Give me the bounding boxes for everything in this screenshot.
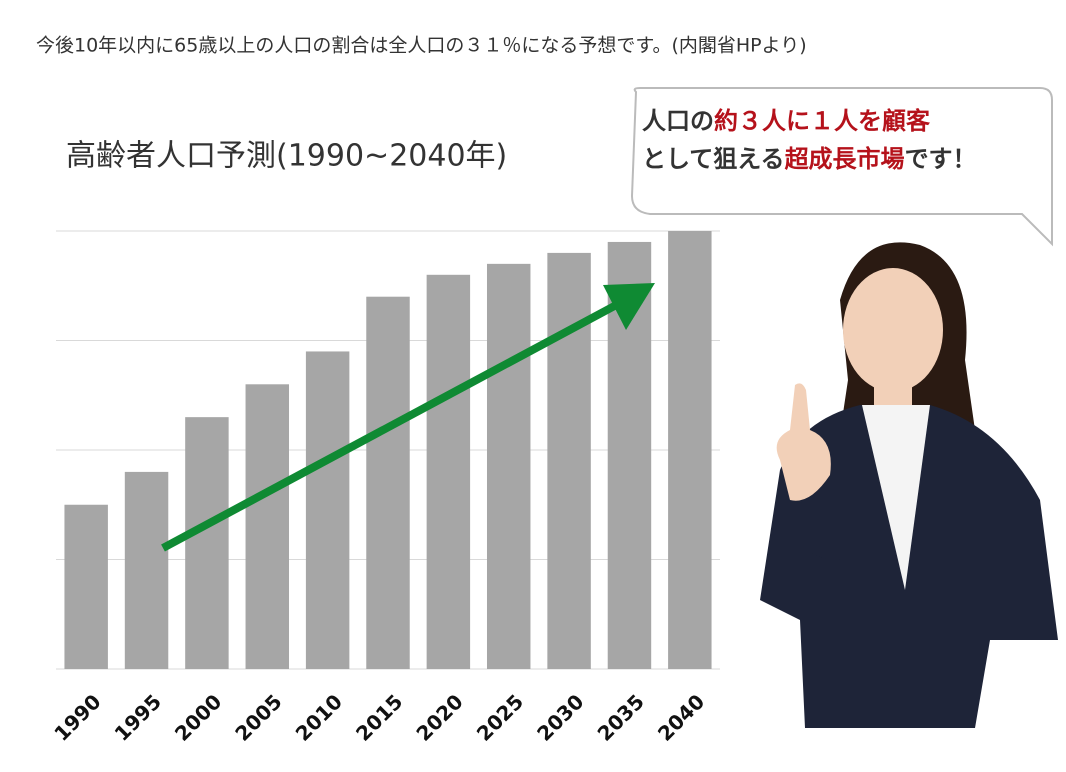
bar [668, 231, 712, 669]
suit [760, 405, 1058, 728]
callout-highlight: 超成長市場 [785, 145, 905, 173]
callout-text: 人口の [642, 107, 714, 135]
x-tick-label: 1990 [49, 689, 105, 745]
callout: 人口の約３人に１人を顧客 として狙える超成長市場です！ [630, 87, 1053, 247]
bar [245, 384, 290, 669]
callout-line: 人口の約３人に１人を顧客 [642, 107, 931, 135]
bar [305, 351, 350, 669]
arrow-shaft [161, 299, 622, 552]
callout-highlight: 約３人に１人を顧客 [714, 107, 931, 135]
trend-arrow [161, 283, 655, 552]
bar [64, 504, 108, 669]
x-tick-label: 2000 [170, 689, 226, 745]
x-tick-label: 2010 [291, 689, 347, 745]
bar [426, 274, 471, 669]
header: 今後10年以内に65歳以上の人口の割合は全人口の３１％になる予想です。(内閣省H… [36, 35, 807, 57]
callout-line: として狙える超成長市場です！ [642, 145, 977, 173]
bar [124, 471, 169, 669]
bar [547, 252, 591, 669]
callout-text: です！ [905, 145, 977, 173]
x-tick-label: 1995 [110, 689, 166, 745]
callout-text: として狙える [642, 145, 785, 173]
x-tick-label: 2035 [593, 689, 649, 745]
x-tick-label: 2005 [230, 689, 286, 745]
chart-title: 高齢者人口予測(1990~2040年) [66, 139, 507, 174]
bar [486, 263, 531, 669]
shirt [862, 405, 930, 590]
bar [366, 296, 410, 669]
face [843, 268, 943, 392]
x-tick-label: 2020 [411, 689, 467, 745]
bar [185, 417, 229, 669]
speech-bubble [630, 87, 1053, 247]
person-illustration [760, 242, 1058, 728]
x-tick-label: 2030 [532, 689, 588, 745]
hand [776, 383, 831, 501]
x-tick-label: 2015 [351, 689, 407, 745]
x-tick-label: 2025 [472, 689, 528, 745]
x-tick-label: 2040 [653, 689, 709, 745]
arrow-head [603, 283, 655, 330]
